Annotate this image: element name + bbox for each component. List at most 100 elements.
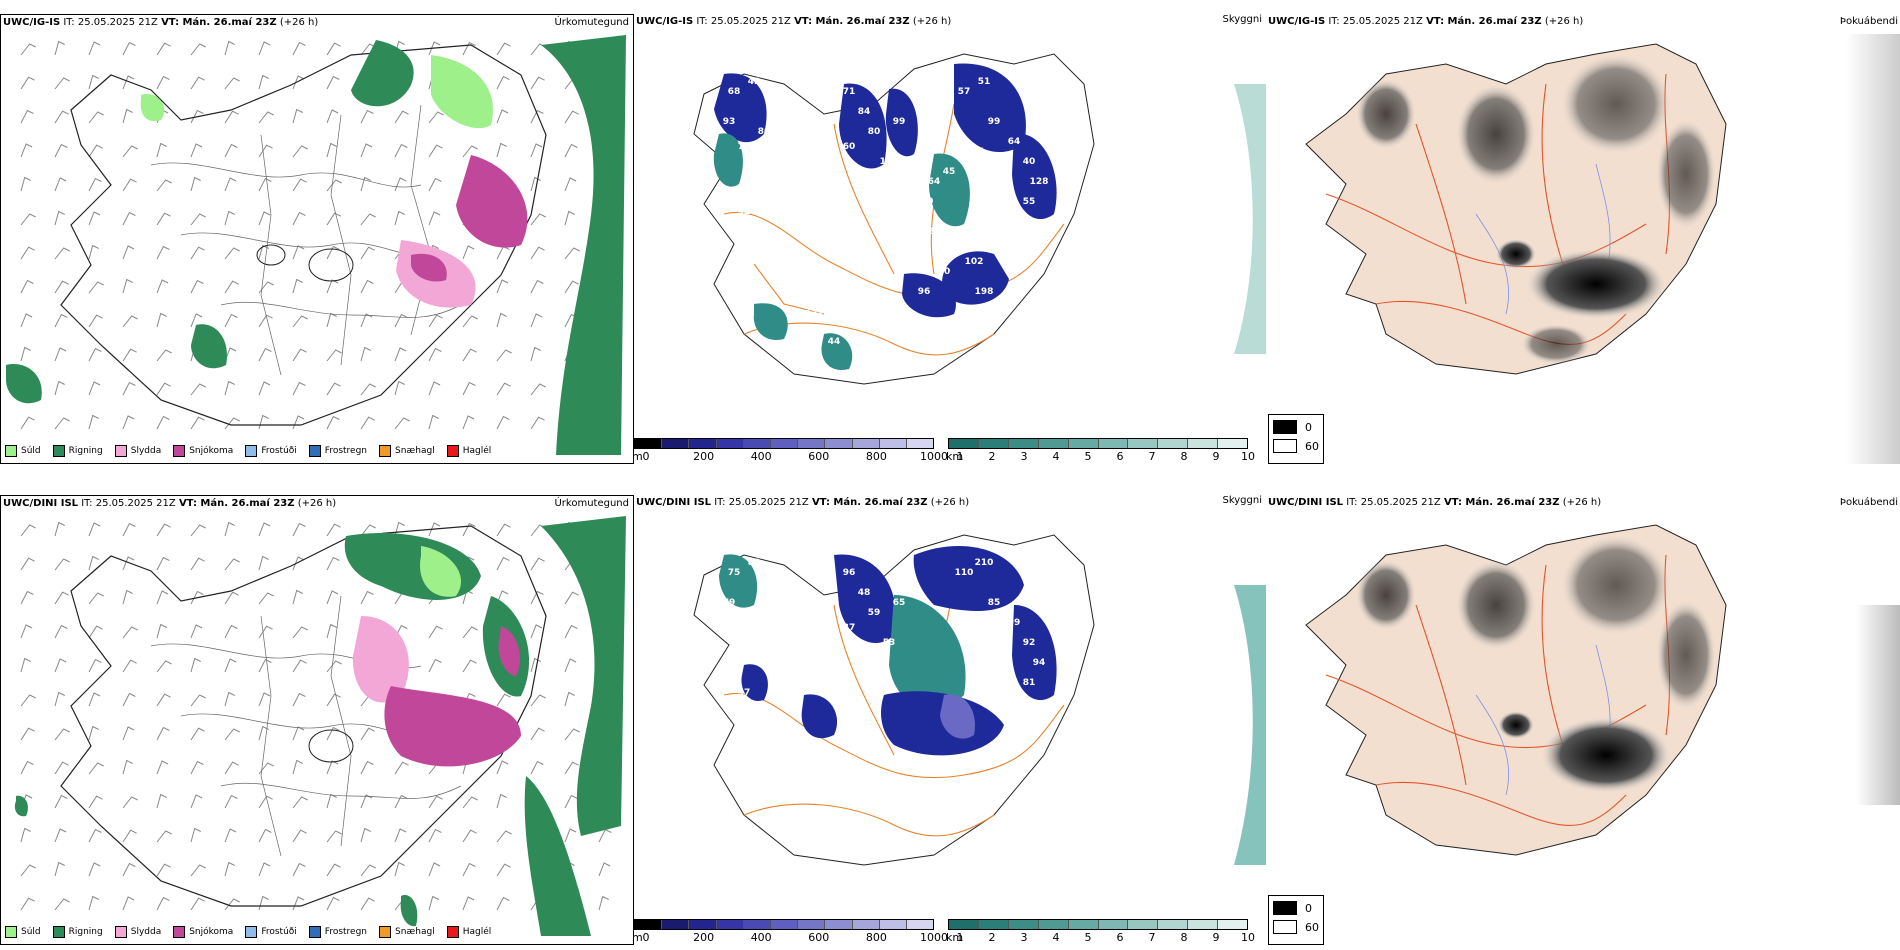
wind-barb	[530, 279, 544, 294]
model-name: UWC/DINI ISL	[1268, 497, 1344, 508]
snow-area	[456, 155, 528, 248]
cloud-base-label: 84	[858, 107, 871, 117]
cloud-base-label: 78	[968, 628, 981, 638]
wind-barb	[156, 312, 167, 328]
init-time: IT: 25.05.2025 21Z	[714, 497, 809, 508]
colorbar-segment	[1038, 920, 1069, 929]
wind-barb	[156, 212, 171, 226]
wind-barb	[54, 658, 67, 673]
wind-barb	[462, 829, 477, 843]
wind-barb	[54, 110, 69, 124]
wind-barb	[496, 142, 507, 158]
cloud-base-label: 45	[943, 167, 956, 177]
wind-barb	[190, 143, 203, 158]
wind-barb	[156, 760, 169, 775]
wind-barb	[122, 108, 133, 124]
wind-barb	[564, 728, 580, 741]
lead-time: (+26 h)	[279, 17, 319, 28]
wind-barb	[496, 760, 509, 775]
colorbar-segment	[949, 920, 979, 929]
wind-barb	[54, 728, 70, 741]
wind-barb	[564, 828, 577, 843]
wind-barb	[156, 623, 167, 639]
wind-barb	[54, 347, 67, 362]
legend-swatch	[308, 926, 321, 938]
legend-swatch	[52, 926, 65, 938]
wind-barb	[326, 523, 341, 537]
colorbar-segment	[879, 439, 907, 448]
cloud-base-label: 93	[723, 117, 736, 127]
colorbar-segment	[798, 920, 826, 929]
colorbar-swatches	[634, 438, 934, 449]
legend-swatch	[173, 445, 186, 457]
wind-barb	[360, 143, 373, 158]
lead-time: (+26 h)	[930, 497, 970, 508]
wind-barb	[156, 142, 167, 158]
colorbar-tick-label: 8	[1180, 450, 1188, 463]
precip-legend: Súld Rigning Slydda Snjókoma Frostúði Fr…	[5, 445, 491, 457]
legend-swatch	[379, 926, 392, 938]
wind-barb	[564, 761, 579, 775]
wind-barb	[54, 40, 65, 56]
colorbar-segment	[743, 920, 771, 929]
wind-barb	[326, 863, 341, 877]
wind-barb	[20, 657, 31, 673]
colorbar-segment	[852, 439, 880, 448]
colorbar-swatches	[948, 919, 1248, 930]
wind-barb	[224, 77, 240, 90]
colorbar-tick-label: 400	[750, 450, 772, 463]
wind-barb	[54, 143, 68, 158]
colorbar-tick-label: 400	[750, 931, 772, 944]
wind-barb	[224, 861, 235, 877]
colorbar-segment	[906, 439, 934, 448]
colorbar-tick-label: 2	[988, 450, 996, 463]
wind-barb	[496, 793, 507, 809]
colorbar-tick-label: 600	[808, 931, 830, 944]
wind-barb	[190, 694, 206, 707]
cloud-base-label: 57	[958, 87, 971, 97]
colorbar-ticks: 1 2 3 4 5 6 7 8 9 10	[948, 930, 1256, 944]
legend-swatch	[245, 445, 258, 457]
cloud-base-label: 94	[848, 307, 861, 317]
wind-barb	[428, 795, 443, 809]
cloud-base-label: 79	[723, 598, 736, 608]
wind-barb	[20, 346, 31, 362]
cloud-base-label: 99	[893, 117, 906, 127]
wind-barb	[462, 796, 478, 809]
wind-barb	[326, 179, 342, 192]
wind-barb	[360, 313, 373, 328]
wind-barb	[20, 313, 33, 328]
panel-header: UWC/IG-IS IT: 25.05.2025 21Z VT: Mán. 26…	[1268, 16, 1583, 27]
wind-barb	[20, 416, 35, 430]
wind-barb	[122, 759, 133, 775]
wind-barb	[54, 380, 65, 396]
wind-barb	[258, 828, 272, 843]
wind-barb	[496, 42, 511, 56]
cloud-base-label: 115	[770, 663, 789, 673]
fog-key: 0 60	[1268, 895, 1324, 945]
visibility-colorbar: 1 2 3 4 5 6 7 8 9 10 km	[946, 919, 1256, 944]
wind-barb	[496, 415, 510, 430]
wind-barb	[156, 726, 170, 741]
rain-area	[351, 40, 414, 107]
wind-barb	[156, 556, 170, 571]
cloud-base-label: 96	[788, 147, 801, 157]
wind-barb	[292, 415, 305, 430]
wind-barb	[564, 210, 575, 226]
colorbar-segment	[1008, 920, 1039, 929]
colorbar-segment	[1068, 920, 1099, 929]
colorbar-segment	[662, 439, 690, 448]
wind-barb	[122, 862, 136, 877]
colorbar-tick-label: 1000	[920, 931, 948, 944]
cloud-base-label: 37	[843, 623, 856, 633]
wind-barb	[20, 557, 35, 571]
fog-key: 0 60	[1268, 414, 1324, 464]
wind-barb	[54, 77, 70, 90]
wind-barb	[360, 794, 373, 809]
wind-barb	[598, 828, 612, 843]
cloud-base-label: 33	[788, 327, 801, 337]
wind-barb	[224, 558, 240, 571]
wind-barb	[292, 556, 305, 571]
wind-barb	[360, 346, 371, 362]
init-time: IT: 25.05.2025 21Z	[1328, 16, 1423, 27]
